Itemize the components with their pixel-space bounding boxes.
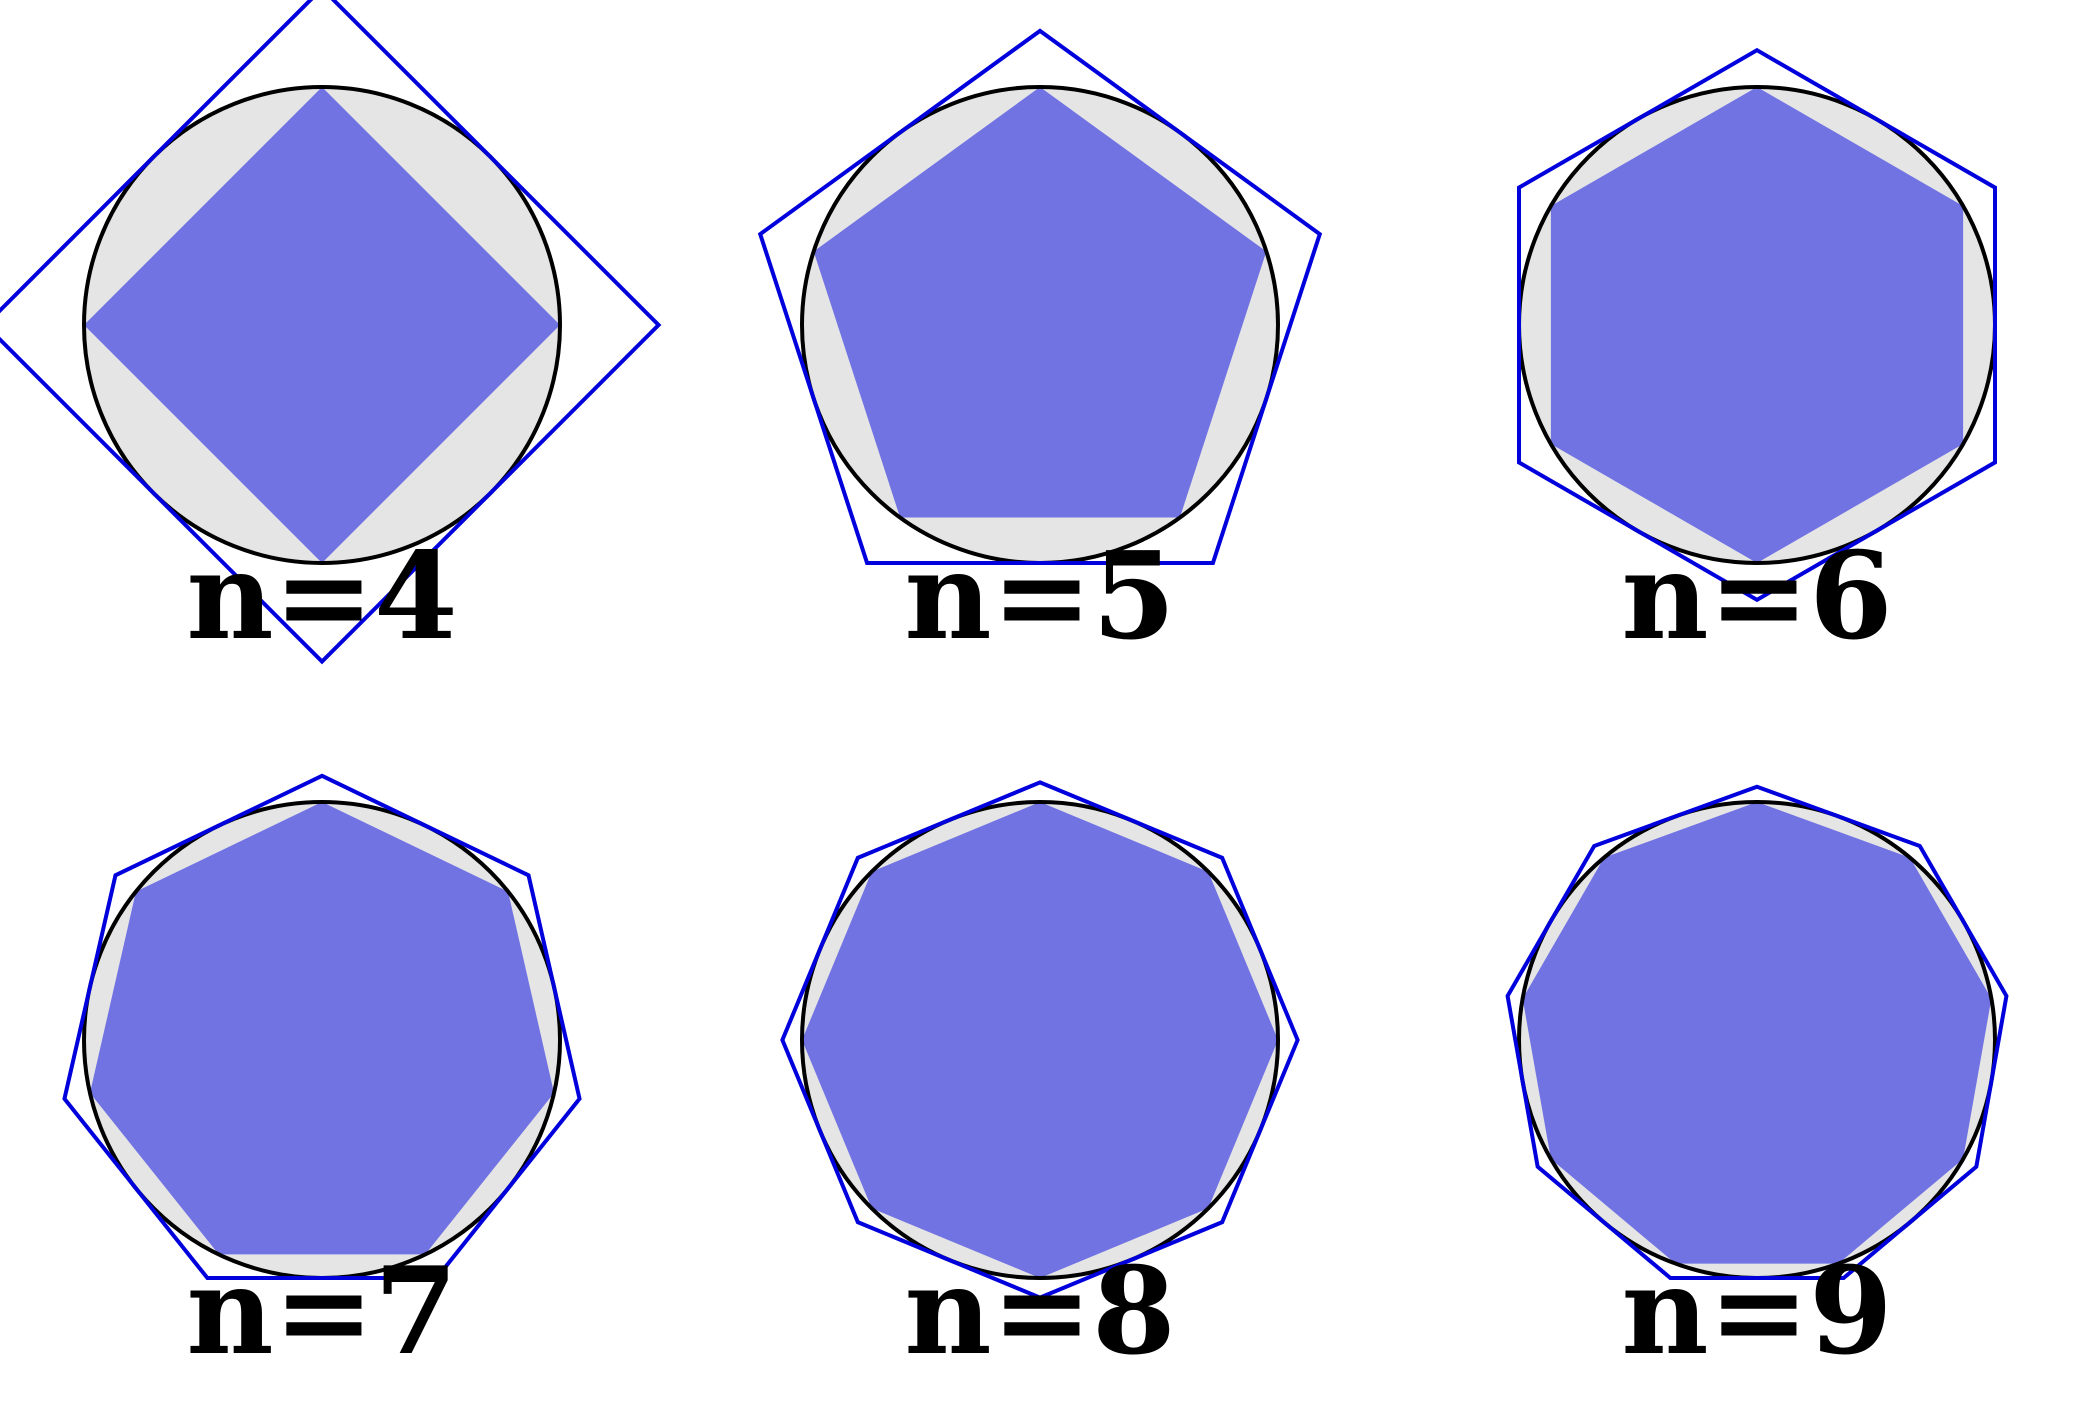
- panel-label-n5: n=5: [904, 526, 1175, 667]
- panel-n8: n=8: [780, 780, 1300, 1382]
- panel-label-n4: n=4: [186, 526, 457, 667]
- panel-n5: n=5: [757, 28, 1323, 667]
- circle-outline-n4: [82, 85, 562, 565]
- inscribed-polygon-n6: [1550, 87, 1964, 563]
- panel-label-n7: n=7: [186, 1241, 457, 1382]
- circumscribed-polygon-n8: [780, 780, 1300, 1300]
- panel-label-n9: n=9: [1621, 1241, 1892, 1382]
- circumscribed-polygon-n9: [1505, 784, 2009, 1280]
- inscribed-polygon-n8: [802, 802, 1278, 1278]
- panel-n9: n=9: [1505, 784, 2009, 1382]
- circumscribed-polygon-n4: [0, 0, 662, 665]
- panel-n7: n=7: [62, 773, 582, 1382]
- panel-label-n8: n=8: [904, 1241, 1175, 1382]
- inscribed-polygon-n5: [813, 87, 1267, 518]
- circle-outline-n8: [800, 800, 1280, 1280]
- circumscribed-polygon-n5: [757, 28, 1323, 565]
- panel-n6: n=6: [1517, 47, 1997, 667]
- circumscribed-polygon-n7: [62, 773, 582, 1280]
- inscribed-polygon-n7: [89, 802, 555, 1255]
- panel-label-n6: n=6: [1621, 526, 1892, 667]
- circumscribed-polygon-n6: [1517, 47, 1997, 603]
- inscribed-polygon-n4: [84, 87, 560, 563]
- panel-n4: n=4: [0, 0, 662, 667]
- inscribed-polygon-n9: [1522, 802, 1992, 1264]
